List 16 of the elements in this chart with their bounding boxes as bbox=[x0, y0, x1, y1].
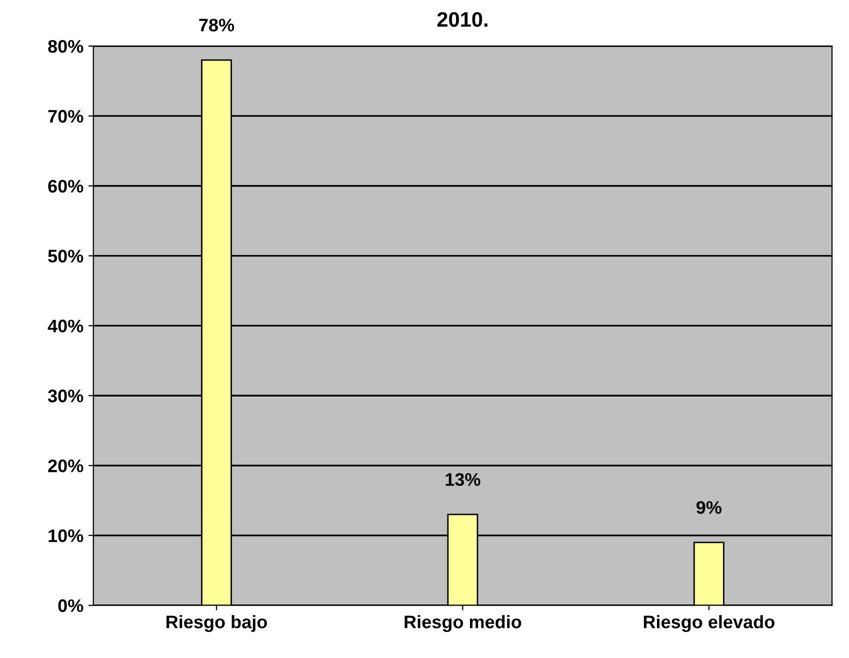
y-tick-label: 10% bbox=[48, 529, 84, 542]
x-tick-label: Riesgo elevado bbox=[644, 615, 774, 632]
y-tick-label: 40% bbox=[48, 320, 84, 332]
data-label: 78% bbox=[199, 18, 234, 32]
y-tick-label: 70% bbox=[48, 110, 84, 123]
y-tick-label: 30% bbox=[48, 390, 84, 402]
data-label: 13% bbox=[446, 473, 480, 486]
y-tick-label: 50% bbox=[48, 250, 84, 263]
y-tick-label: 60% bbox=[48, 180, 84, 193]
y-tick-label: 0% bbox=[58, 599, 84, 612]
y-tick-label: 20% bbox=[48, 459, 84, 472]
chart-title: 2010. bbox=[437, 12, 488, 27]
y-tick-label: 80% bbox=[48, 40, 84, 53]
data-label: 9% bbox=[696, 501, 722, 514]
x-tick-label: Riesgo bajo bbox=[166, 615, 267, 632]
x-tick-label: Riesgo medio bbox=[404, 615, 522, 632]
